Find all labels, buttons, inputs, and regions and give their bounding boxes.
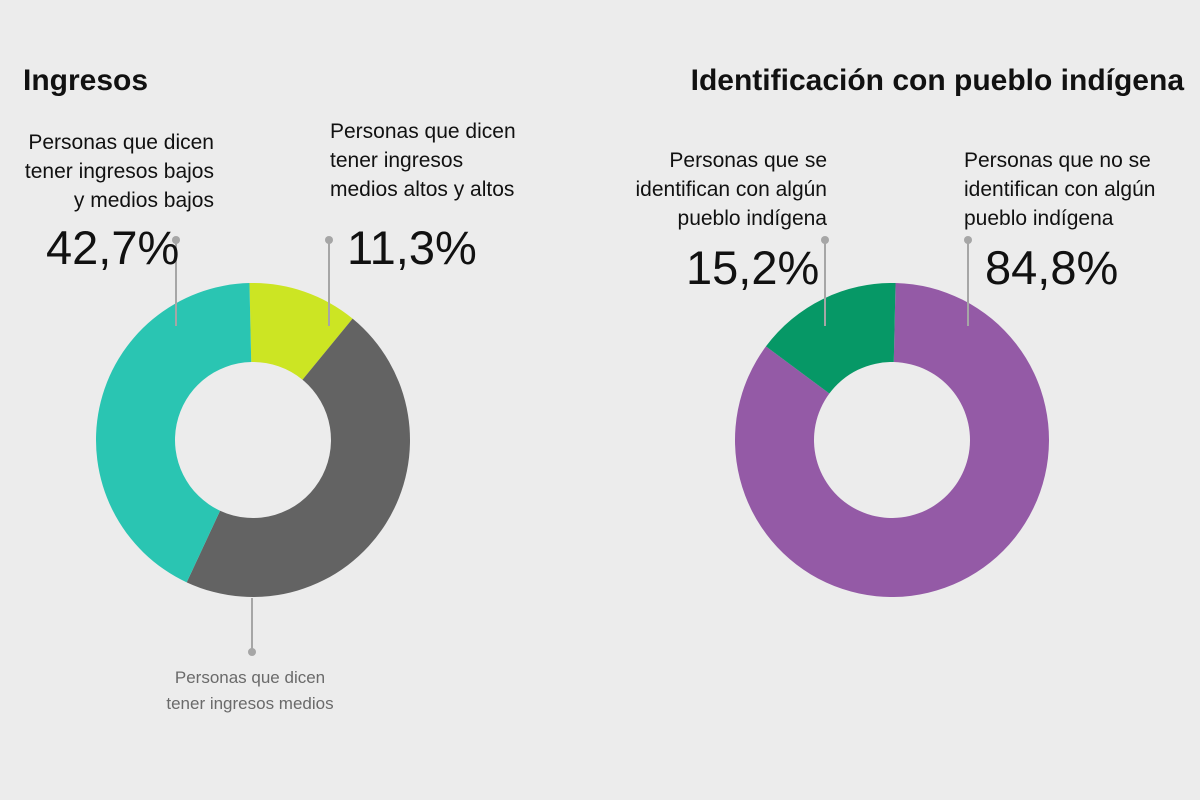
value-label-indigena-si: 15,2% xyxy=(686,241,820,294)
value-label-indigena-no: 84,8% xyxy=(985,241,1119,294)
label-ingresos-medios: Personas que dicen tener ingresos medios xyxy=(166,668,334,713)
donut-1-slice-1 xyxy=(249,282,353,380)
donut-1-slice-2 xyxy=(186,318,410,597)
label-ingresos-bajos: Personas que dicen tener ingresos bajos … xyxy=(24,131,214,212)
donut-2-slice-2 xyxy=(765,283,896,394)
label-ingresos-altos: Personas que dicen tener ingresos medios… xyxy=(330,120,516,201)
leader-ingresos-medios xyxy=(248,598,256,656)
chart-title-indigena: Identificación con pueblo indígena xyxy=(690,64,1184,97)
value-label-ingresos-altos: 11,3% xyxy=(347,221,477,274)
leader-indigena-no xyxy=(964,236,972,326)
label-indigena-si: Personas que se identifican con algún pu… xyxy=(635,149,827,230)
chart-title-ingresos: Ingresos xyxy=(23,64,149,97)
leader-indigena-si xyxy=(821,236,829,326)
value-label-ingresos-bajos: 42,7% xyxy=(46,221,180,274)
leader-ingresos-bajos xyxy=(172,236,180,326)
leader-ingresos-altos xyxy=(325,236,333,326)
donut-1-slice-3 xyxy=(96,283,252,583)
donut-2-slice-1 xyxy=(735,283,1049,598)
label-indigena-no: Personas que no se identifican con algún… xyxy=(964,149,1156,230)
